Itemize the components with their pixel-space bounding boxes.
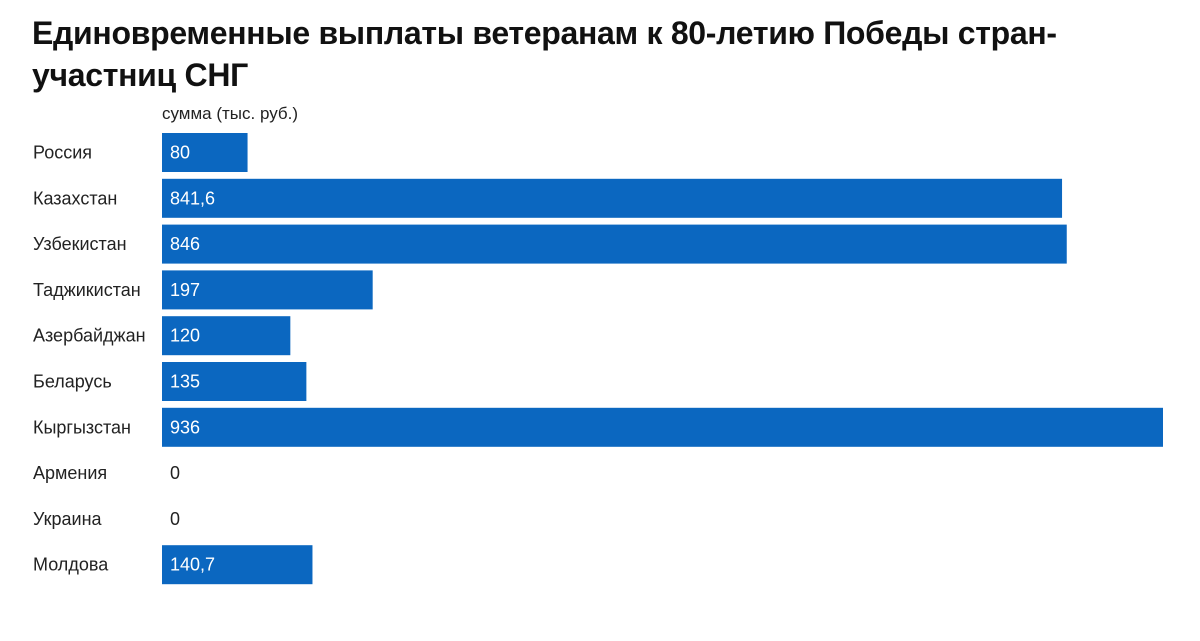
bar-row: Молдова 140,7 — [33, 545, 313, 585]
category-label: Беларусь — [33, 372, 112, 392]
bar — [162, 316, 291, 356]
bar-row: Азербайджан 120 — [33, 316, 291, 356]
category-label: Украина — [33, 509, 103, 529]
bar-row: Украина 0 — [33, 509, 180, 529]
category-label: Россия — [33, 143, 92, 163]
value-label: 0 — [170, 463, 180, 483]
bar-row: Россия 80 — [33, 133, 248, 172]
bar — [162, 178, 1063, 218]
bar-row: Узбекистан 846 — [33, 224, 1067, 264]
category-label: Армения — [33, 463, 107, 483]
value-label: 120 — [170, 326, 200, 346]
bar — [162, 407, 1163, 447]
value-label: 135 — [170, 372, 200, 392]
value-label: 846 — [170, 234, 200, 254]
bar — [162, 362, 307, 401]
category-label: Таджикистан — [33, 280, 141, 300]
value-column-header: сумма (тыс. руб.) — [162, 104, 299, 123]
bar — [162, 545, 313, 585]
category-label: Азербайджан — [33, 326, 146, 346]
bar-row: Беларусь 135 — [33, 362, 307, 401]
value-label: 140,7 — [170, 555, 215, 575]
value-label: 936 — [170, 417, 200, 437]
value-label: 197 — [170, 280, 200, 300]
bar-row: Казахстан 841,6 — [33, 178, 1063, 218]
value-label: 80 — [170, 143, 190, 163]
bar-row: Таджикистан 197 — [33, 270, 373, 310]
bar-row: Армения 0 — [33, 463, 180, 483]
category-label: Казахстан — [33, 188, 117, 208]
value-label: 841,6 — [170, 188, 215, 208]
bar-row: Кыргызстан 936 — [33, 407, 1163, 447]
category-label: Узбекистан — [33, 234, 127, 254]
category-label: Кыргызстан — [33, 417, 131, 437]
bar — [162, 270, 373, 310]
bar — [162, 224, 1067, 264]
bar — [162, 133, 248, 172]
category-label: Молдова — [33, 555, 109, 575]
value-label: 0 — [170, 509, 180, 529]
chart-title: Единовременные выплаты ветеранам к 80-ле… — [32, 15, 1057, 93]
